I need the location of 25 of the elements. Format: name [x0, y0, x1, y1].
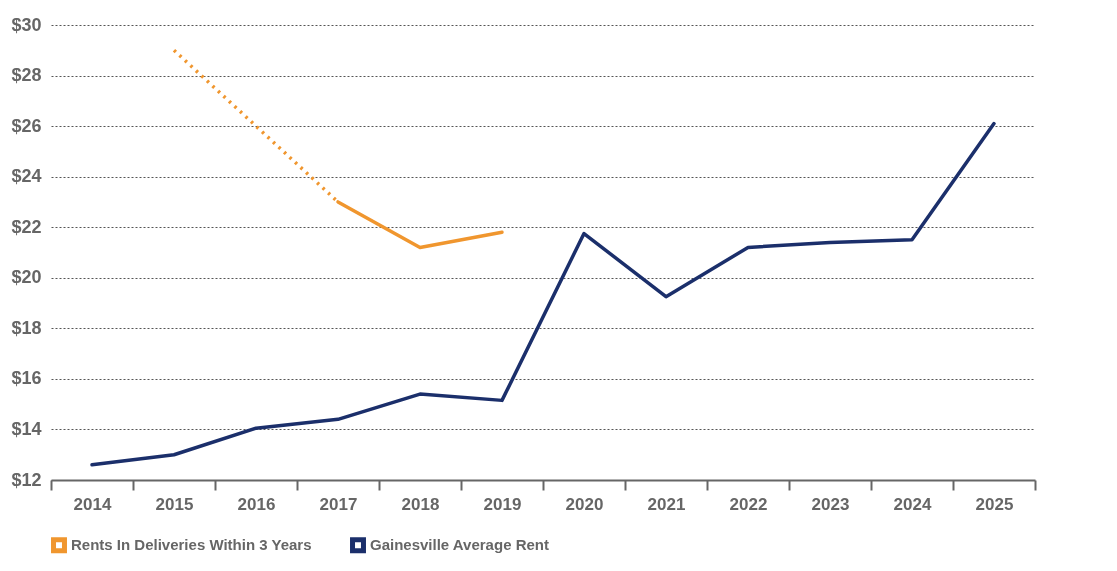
- x-tick-label: 2025: [975, 494, 1014, 514]
- y-tick-label: $22: [11, 216, 42, 237]
- y-tick-label: $24: [11, 166, 42, 187]
- y-tick-label: $12: [11, 469, 42, 490]
- x-tick-label: 2024: [893, 494, 932, 514]
- y-tick-label: $26: [11, 115, 42, 136]
- x-tick-label: 2023: [811, 494, 850, 514]
- x-tick-label: 2017: [319, 494, 358, 514]
- y-tick-label: $30: [11, 14, 42, 35]
- y-tick-label: $14: [11, 418, 42, 439]
- line-series: [90, 121, 996, 467]
- x-tick-label: 2021: [647, 494, 686, 514]
- y-tick-label: $16: [11, 368, 42, 389]
- x-tick-label: 2019: [483, 494, 522, 514]
- x-tick-label: 2018: [401, 494, 440, 514]
- y-tick-label: $28: [11, 65, 42, 86]
- x-tick-label: 2016: [237, 494, 276, 514]
- y-tick-label: $20: [11, 267, 42, 288]
- legend-label: Rents In Deliveries Within 3 Years: [71, 536, 312, 554]
- legend-label: Gainesville Average Rent: [370, 536, 549, 554]
- x-tick-label: 2014: [73, 494, 112, 514]
- y-tick-label: $18: [11, 317, 42, 338]
- x-tick-label: 2022: [729, 494, 768, 514]
- x-tick-label: 2020: [565, 494, 604, 514]
- x-tick-label: 2015: [155, 494, 194, 514]
